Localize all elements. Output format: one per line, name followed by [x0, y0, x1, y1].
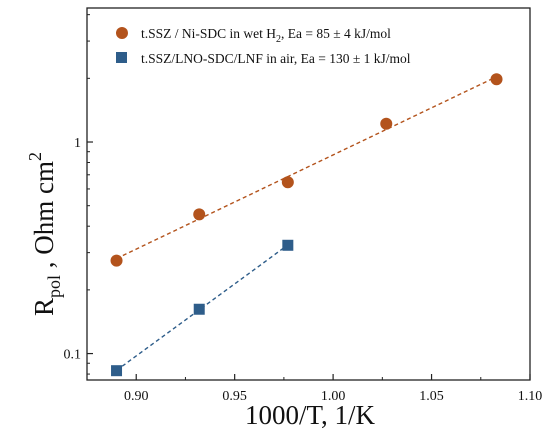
legend-entry-2: t.SSZ/LNO-SDC/LNF in air, Ea = 130 ± 1 k…	[116, 51, 411, 66]
legend-text-2: t.SSZ/LNO-SDC/LNF in air, Ea = 130 ± 1 k…	[141, 51, 411, 66]
y-axis-title: Rpol , Ohm cm2	[25, 152, 64, 316]
legend: t.SSZ / Ni-SDC in wet H2, Ea = 85 ± 4 kJ…	[116, 26, 411, 66]
x-axis-title: 1000/T, 1/K	[245, 400, 375, 430]
x-tick-label: 1.05	[419, 389, 444, 404]
legend-marker-circle	[116, 27, 128, 39]
legend-entry-1: t.SSZ / Ni-SDC in wet H2, Ea = 85 ± 4 kJ…	[116, 26, 391, 45]
x-tick-label: 1.00	[321, 389, 346, 404]
svg-text:t.SSZ / Ni-SDC in wet H2, Ea =: t.SSZ / Ni-SDC in wet H2, Ea = 85 ± 4 kJ…	[141, 26, 391, 45]
fit-lines	[116, 76, 497, 371]
plot-frame	[86, 7, 531, 381]
data-point-series-1	[380, 117, 393, 130]
data-point-series-1	[110, 254, 123, 267]
x-tick-label: 1.10	[518, 389, 543, 404]
y-axis-title-rest: , Ohm cm	[29, 161, 59, 275]
data-markers	[110, 73, 503, 377]
data-point-series-1	[490, 73, 503, 86]
data-point-series-1	[281, 176, 294, 189]
data-point-series-2	[282, 239, 294, 251]
y-axis-title-sup: 2	[25, 152, 45, 161]
y-axis: 0.11	[64, 14, 93, 375]
y-tick-label: 1	[74, 136, 81, 151]
x-tick-label: 0.90	[124, 389, 149, 404]
data-point-series-1	[193, 208, 206, 221]
legend-marker-square	[116, 52, 127, 63]
fit-line-series-1	[116, 76, 497, 260]
x-tick-label: 0.95	[222, 389, 247, 404]
y-axis-title-sub: pol	[44, 275, 64, 298]
legend-text-1-sub: 2	[276, 34, 281, 45]
data-point-series-2	[111, 365, 123, 377]
x-axis: 0.90 0.95 1.00 1.05 1.10	[86, 374, 543, 404]
svg-text:Rpol , Ohm cm2: Rpol , Ohm cm2	[25, 152, 64, 316]
legend-text-1: t.SSZ / Ni-SDC in wet H	[141, 26, 276, 41]
y-axis-title-main: R	[29, 298, 59, 316]
y-tick-label: 0.1	[64, 348, 82, 363]
legend-text-1-tail: , Ea = 85 ± 4 kJ/mol	[281, 26, 391, 41]
data-point-series-2	[193, 303, 205, 315]
